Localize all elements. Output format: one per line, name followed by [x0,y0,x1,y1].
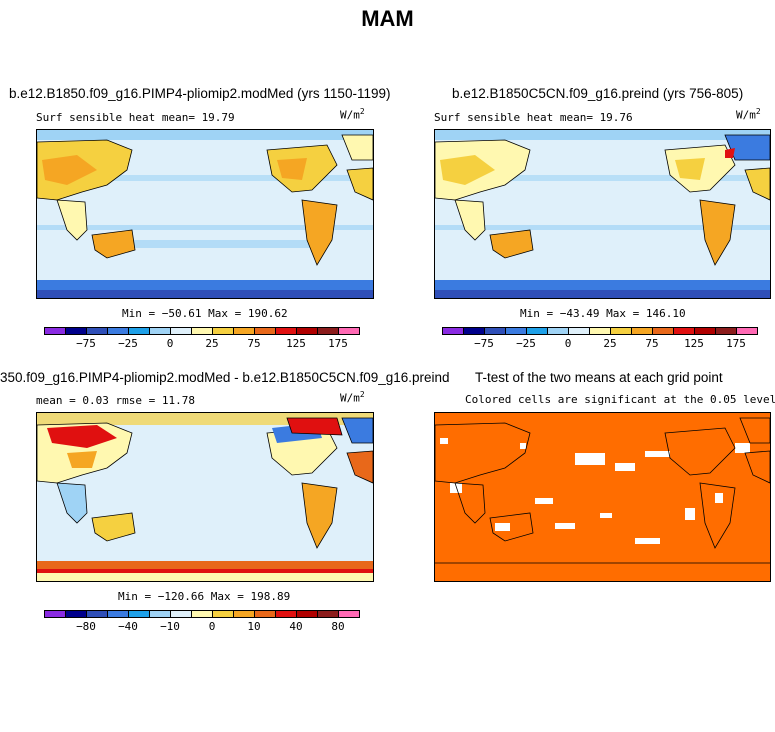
panel4-subtitle: Colored cells are significant at the 0.0… [465,393,775,406]
panel3-colorbar-cell [296,610,318,618]
panel2-map [434,129,771,299]
panel3-stats-label: mean = 0.03 rmse = 11.78 [36,394,195,407]
panel1-colorbar-tick: 25 [205,337,219,350]
panel1-colorbar-tick: 125 [286,337,306,350]
panel1-map [36,129,374,299]
panel2-minmax: Min = −43.49 Max = 146.10 [520,307,686,320]
panel3-colorbar-tick: 80 [331,620,345,633]
panel1-title: b.e12.B1850.f09_g16.PIMP4-pliomip2.modMe… [9,86,391,101]
panel2-colorbar-cell [463,327,485,335]
panel3-colorbar-cell [212,610,234,618]
panel4-coastlines [435,417,770,564]
panel3-colorbar: −80 −40 −10 0 10 40 80 [44,610,364,634]
panel4-map-svg [435,413,770,581]
panel4-nonsignificant-cells [440,438,750,544]
panel3-colorbar-tick: −80 [76,620,96,633]
panel1-colorbar-cell [65,327,87,335]
panel1-colorbar-tick: 175 [328,337,348,350]
panel4-title: T-test of the two means at each grid poi… [475,370,723,385]
panel1-colorbar-tick: 0 [166,337,174,350]
panel1-colorbar-cell [191,327,213,335]
panel2-map-svg [435,130,770,298]
panel3-colorbar-tick: 10 [247,620,261,633]
panel1-colorbar-tick: −25 [118,337,138,350]
panel3-colorbar-cell [275,610,297,618]
panel3-colorbar-cell [107,610,129,618]
panel2-mean-label: Surf sensible heat mean= 19.76 [434,111,633,124]
panel1-colorbar-cell [254,327,276,335]
panel1-colorbar-cell [86,327,108,335]
panel3-colorbar-cell [86,610,108,618]
panel1-minmax: Min = −50.61 Max = 190.62 [122,307,288,320]
panel1-colorbar: −75 −25 0 25 75 125 175 [44,327,364,351]
panel2-colorbar-cell [715,327,737,335]
panel2-colorbar-cell [505,327,527,335]
panel2-colorbar-tick: 75 [645,337,659,350]
panel1-colorbar-cell [233,327,255,335]
panel3-map-svg [37,413,373,581]
panel3-colorbar-cell [128,610,150,618]
panel2-colorbar-tick: 25 [603,337,617,350]
panel2-colorbar-cell [610,327,632,335]
panel2-colorbar-cell [568,327,590,335]
panel2-colorbar-cell [484,327,506,335]
panel2-colorbar-cell [694,327,716,335]
panel3-colorbar-tick: −10 [160,620,180,633]
panel1-colorbar-cell [107,327,129,335]
figure-title: MAM [361,6,414,31]
panel1-colorbar-tick: 75 [247,337,261,350]
panel1-colorbar-cell [338,327,360,335]
panel2-title: b.e12.B1850C5CN.f09_g16.preind (yrs 756-… [452,86,744,101]
panel3-colorbar-cell [149,610,171,618]
panel3-colorbar-cell [65,610,87,618]
panel2-colorbar-cell [547,327,569,335]
panel1-colorbar-cell [170,327,192,335]
panel2-unit: W/m2 [736,107,761,122]
panel3-colorbar-cell [317,610,339,618]
panel1-unit: W/m2 [340,107,365,122]
panel2-colorbar-tick: −25 [516,337,536,350]
panel2-colorbar: −75 −25 0 25 75 125 175 [442,327,762,351]
panel2-colorbar-tick: 125 [684,337,704,350]
panel2-colorbar-cell [631,327,653,335]
panel1-colorbar-cell [44,327,66,335]
panel2-colorbar-cell [652,327,674,335]
panel3-colorbar-tick: 40 [289,620,303,633]
panel1-colorbar-cell [317,327,339,335]
panel1-colorbar-cell [128,327,150,335]
panel1-colorbar-tick: −75 [76,337,96,350]
panel1-mean-label: Surf sensible heat mean= 19.79 [36,111,235,124]
panel2-colorbar-tick: −75 [474,337,494,350]
panel3-map [36,412,374,582]
panel3-title: 350.f09_g16.PIMP4-pliomip2.modMed - b.e1… [0,370,450,385]
panel2-colorbar-cell [526,327,548,335]
panel3-colorbar-tick: 0 [208,620,216,633]
panel3-colorbar-cell [44,610,66,618]
panel3-colorbar-cell [338,610,360,618]
panel1-map-svg [37,130,373,298]
panel1-colorbar-cell [296,327,318,335]
panel2-colorbar-cell [736,327,758,335]
panel4-map [434,412,771,582]
panel3-colorbar-tick: −40 [118,620,138,633]
panel2-colorbar-cell [589,327,611,335]
panel3-colorbar-cell [170,610,192,618]
panel1-colorbar-cell [149,327,171,335]
panel2-colorbar-cell [442,327,464,335]
panel3-colorbar-cell [191,610,213,618]
panel3-colorbar-cell [254,610,276,618]
panel1-colorbar-cell [212,327,234,335]
panel3-unit: W/m2 [340,390,365,405]
panel2-colorbar-tick: 0 [564,337,572,350]
panel1-colorbar-cell [275,327,297,335]
panel3-colorbar-cell [233,610,255,618]
panel2-colorbar-tick: 175 [726,337,746,350]
panel2-colorbar-cell [673,327,695,335]
panel3-minmax: Min = −120.66 Max = 198.89 [118,590,291,603]
